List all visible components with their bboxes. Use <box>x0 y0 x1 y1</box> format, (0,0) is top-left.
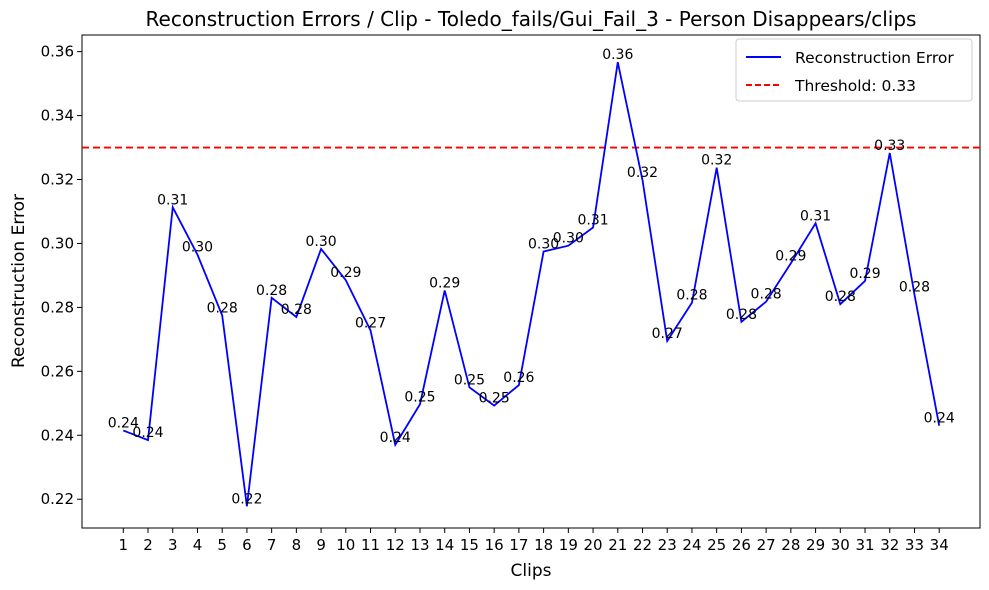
y-tick-label: 0.30 <box>41 234 74 252</box>
x-tick-label: 12 <box>386 536 405 554</box>
data-label: 0.24 <box>924 411 955 427</box>
x-tick-label: 18 <box>534 536 553 554</box>
data-label: 0.28 <box>899 280 930 296</box>
x-tick-label: 32 <box>880 536 899 554</box>
data-label: 0.25 <box>404 389 435 405</box>
data-label: 0.30 <box>306 234 337 250</box>
x-tick-label: 34 <box>930 536 949 554</box>
chart-title: Reconstruction Errors / Clip - Toledo_fa… <box>146 7 917 31</box>
x-tick-label: 1 <box>119 536 129 554</box>
legend-box <box>735 38 973 102</box>
plot-frame <box>81 34 981 529</box>
data-label: 0.31 <box>800 208 831 224</box>
x-tick-label: 26 <box>732 536 751 554</box>
x-tick-label: 29 <box>806 536 825 554</box>
y-axis-label: Reconstruction Error <box>9 194 29 368</box>
x-tick-label: 4 <box>193 536 203 554</box>
data-label: 0.24 <box>380 430 411 446</box>
data-label: 0.28 <box>256 283 287 299</box>
data-label: 0.28 <box>676 288 707 304</box>
x-tick-label: 21 <box>608 536 627 554</box>
y-tick-label: 0.36 <box>41 43 74 61</box>
data-label: 0.22 <box>231 491 262 507</box>
x-tick-label: 14 <box>435 536 454 554</box>
y-tick-label: 0.26 <box>41 362 74 380</box>
data-label: 0.32 <box>701 153 732 169</box>
data-label: 0.25 <box>454 372 485 388</box>
data-label: 0.28 <box>207 300 238 316</box>
x-axis-label: Clips <box>511 561 552 581</box>
data-label: 0.26 <box>503 370 534 386</box>
x-tick-label: 7 <box>267 536 277 554</box>
x-tick-label: 33 <box>905 536 924 554</box>
legend: Reconstruction Error Threshold: 0.33 <box>735 38 973 102</box>
x-tick-label: 28 <box>781 536 800 554</box>
x-tick-label: 27 <box>757 536 776 554</box>
x-tick-label: 13 <box>410 536 429 554</box>
data-label: 0.24 <box>108 415 139 431</box>
plot-area: 1 2 3 4 5 6 7 8 9 10 11 12 13 14 15 16 17 18 19 20 21 22 23 24 2… <box>41 34 981 554</box>
x-tick-label: 2 <box>143 536 153 554</box>
data-label: 0.30 <box>553 231 584 247</box>
data-label: 0.28 <box>825 289 856 305</box>
data-label: 0.27 <box>652 326 683 342</box>
x-tick-label: 31 <box>855 536 874 554</box>
data-label: 0.28 <box>281 302 312 318</box>
x-tick-label: 11 <box>361 536 380 554</box>
x-tick-label: 9 <box>316 536 326 554</box>
data-label: 0.36 <box>602 47 633 63</box>
x-tick-label: 20 <box>584 536 603 554</box>
data-label: 0.28 <box>726 307 757 323</box>
data-label: 0.29 <box>849 266 880 282</box>
x-tick-label: 24 <box>682 536 701 554</box>
x-tick-label: 19 <box>559 536 578 554</box>
legend-threshold-label: Threshold: 0.33 <box>794 77 916 95</box>
y-tick-label: 0.32 <box>41 171 74 189</box>
data-label: 0.31 <box>577 212 608 228</box>
data-label: 0.33 <box>874 138 905 154</box>
data-label: 0.24 <box>132 425 163 441</box>
x-tick-label: 22 <box>633 536 652 554</box>
x-tick-label: 6 <box>242 536 252 554</box>
x-tick-label: 3 <box>168 536 178 554</box>
data-label: 0.29 <box>330 265 361 281</box>
x-tick-label: 30 <box>831 536 850 554</box>
data-label: 0.29 <box>429 275 460 291</box>
data-label: 0.28 <box>751 287 782 303</box>
series-line-reconstruction-error <box>122 61 941 507</box>
x-tick-label: 25 <box>707 536 726 554</box>
data-label: 0.29 <box>775 248 806 264</box>
y-tick-label: 0.34 <box>41 107 74 125</box>
x-tick-label: 15 <box>460 536 479 554</box>
y-tick-label: 0.28 <box>41 298 74 316</box>
x-tick-label: 16 <box>485 536 504 554</box>
y-tick-label: 0.24 <box>41 426 74 444</box>
x-tick-label: 10 <box>336 536 355 554</box>
x-tick-label: 17 <box>509 536 528 554</box>
x-tick-label: 8 <box>292 536 302 554</box>
y-tick-label: 0.22 <box>41 490 74 508</box>
x-tick-label: 5 <box>217 536 227 554</box>
data-label: 0.25 <box>479 391 510 407</box>
data-label: 0.30 <box>528 236 559 252</box>
legend-series-label: Reconstruction Error <box>795 49 954 67</box>
data-label: 0.30 <box>182 240 213 256</box>
x-tick-label: 23 <box>658 536 677 554</box>
data-label: 0.32 <box>627 165 658 181</box>
data-label: 0.31 <box>157 192 188 208</box>
data-label: 0.27 <box>355 315 386 331</box>
